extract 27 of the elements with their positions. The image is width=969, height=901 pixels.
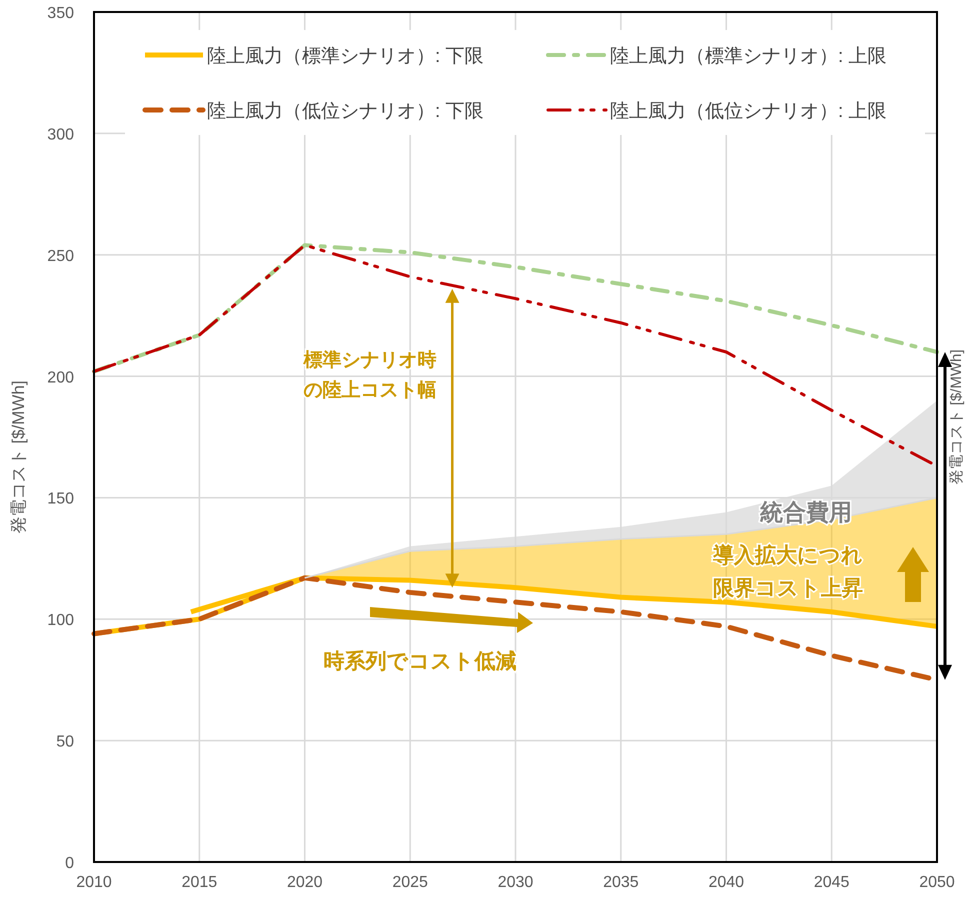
y-tick-label: 300 (47, 126, 74, 144)
y-axis-title: 発電コスト [$/MWh] (9, 380, 28, 534)
x-tick-label: 2010 (76, 874, 112, 891)
y-tick-label: 100 (47, 612, 74, 630)
annotation: 時系列でコスト低減 (324, 650, 516, 673)
x-tick-label: 2050 (919, 874, 955, 891)
annotation: 標準シナリオ時の陸上コスト幅 (302, 349, 436, 401)
x-tick-label: 2015 (182, 874, 218, 891)
legend-label: 陸上風力（標準シナリオ）: 上限 (610, 46, 887, 67)
x-tick-label: 2025 (392, 874, 428, 891)
legend-label: 陸上風力（低位シナリオ）: 上限 (610, 101, 887, 122)
y-tick-label: 350 (47, 5, 74, 22)
legend-label: 陸上風力（低位シナリオ）: 下限 (207, 101, 484, 122)
x-tick-label: 2020 (286, 874, 323, 891)
annotation: 導入拡大につれ限界コスト上昇 (712, 543, 863, 600)
annotation: 統合費用 (759, 499, 852, 525)
x-tick-label: 2040 (708, 874, 744, 891)
y-tick-label: 0 (65, 855, 74, 872)
x-tick-label: 2045 (814, 874, 850, 891)
y-tick-label: 50 (56, 734, 74, 751)
y-tick-label: 250 (47, 248, 74, 265)
x-tick-label: 2030 (498, 874, 534, 891)
y-tick-label: 200 (47, 369, 74, 386)
text: 発電コスト [$/MWh] (948, 349, 965, 485)
y-tick-label: 150 (47, 490, 74, 508)
legend-label: 陸上風力（標準シナリオ）: 下限 (207, 46, 484, 67)
x-tick-label: 2035 (603, 874, 639, 891)
